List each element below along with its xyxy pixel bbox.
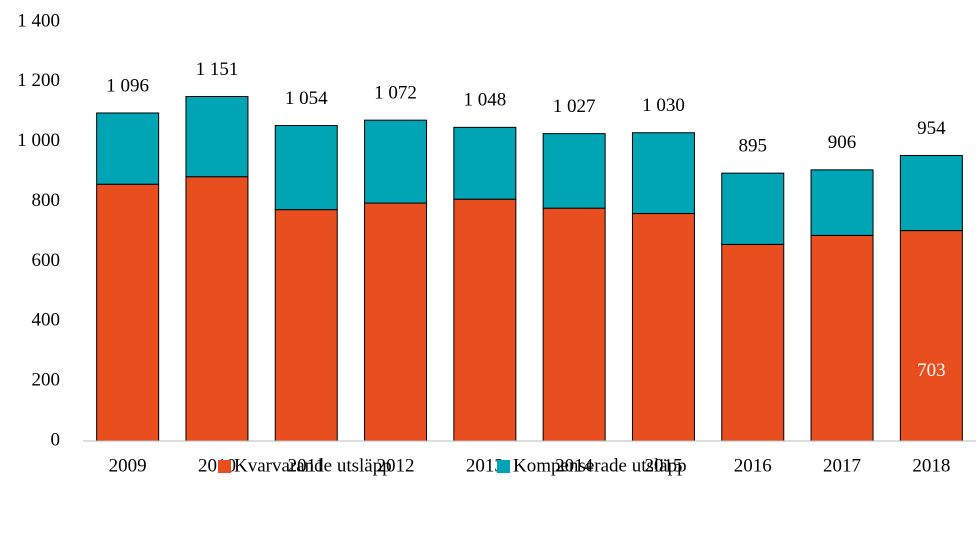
y-tick-label: 1 000: [17, 130, 60, 151]
bar-segment: [185, 96, 249, 178]
bar-segment: [542, 133, 606, 209]
bar-segment: [453, 126, 517, 200]
x-tick-label: 2016: [734, 455, 772, 476]
x-tick-label: 2017: [823, 455, 861, 476]
x-tick-label: 2018: [912, 455, 950, 476]
y-tick-label: 1 200: [17, 70, 60, 91]
x-tick-label: 2015: [644, 455, 682, 476]
legend-swatch: [497, 460, 510, 473]
bar-segment: [274, 209, 338, 442]
x-tick-label: 2013: [466, 455, 504, 476]
bar-segment: [899, 230, 963, 442]
total-label: 1 096: [106, 75, 149, 96]
total-label: 954: [917, 118, 946, 139]
legend-label: Kompenserade utsläpp: [513, 455, 687, 476]
x-tick-label: 2009: [109, 455, 147, 476]
total-label: 1 072: [374, 83, 417, 104]
bar-segment: [721, 172, 785, 245]
total-label: 1 054: [285, 88, 328, 109]
total-label: 1 030: [642, 95, 685, 116]
bar-segment: [274, 125, 338, 211]
y-tick-label: 0: [51, 429, 61, 450]
y-tick-label: 200: [32, 370, 61, 391]
x-tick-label: 2011: [288, 455, 325, 476]
bar-segment: [899, 154, 963, 232]
y-tick-label: 400: [32, 310, 61, 331]
bar-segment: [810, 169, 874, 236]
legend-swatch: [218, 460, 231, 473]
bar-segment: [631, 132, 695, 215]
total-label: 1 048: [463, 90, 506, 111]
x-tick-label: 2012: [377, 455, 415, 476]
bar-segment: [364, 202, 428, 442]
total-label: 895: [739, 135, 768, 156]
bar-segment: [453, 198, 517, 442]
y-tick-label: 1 400: [17, 10, 60, 31]
value-label: 703: [917, 360, 946, 381]
bar-segment: [810, 234, 874, 442]
bar-segment: [631, 213, 695, 442]
bar-segment: [185, 176, 249, 442]
bar-segment: [542, 207, 606, 442]
bar-segment: [96, 112, 160, 185]
legend-label: Kvarvarande utsläpp: [234, 455, 392, 476]
total-label: 1 027: [553, 96, 596, 117]
y-tick-label: 600: [32, 250, 61, 271]
total-label: 906: [828, 132, 857, 153]
bar-segment: [364, 119, 428, 204]
bar-segment: [96, 183, 160, 442]
y-tick-label: 800: [32, 190, 61, 211]
total-label: 1 151: [196, 59, 239, 80]
bar-segment: [721, 243, 785, 442]
x-tick-label: 2014: [555, 455, 594, 476]
